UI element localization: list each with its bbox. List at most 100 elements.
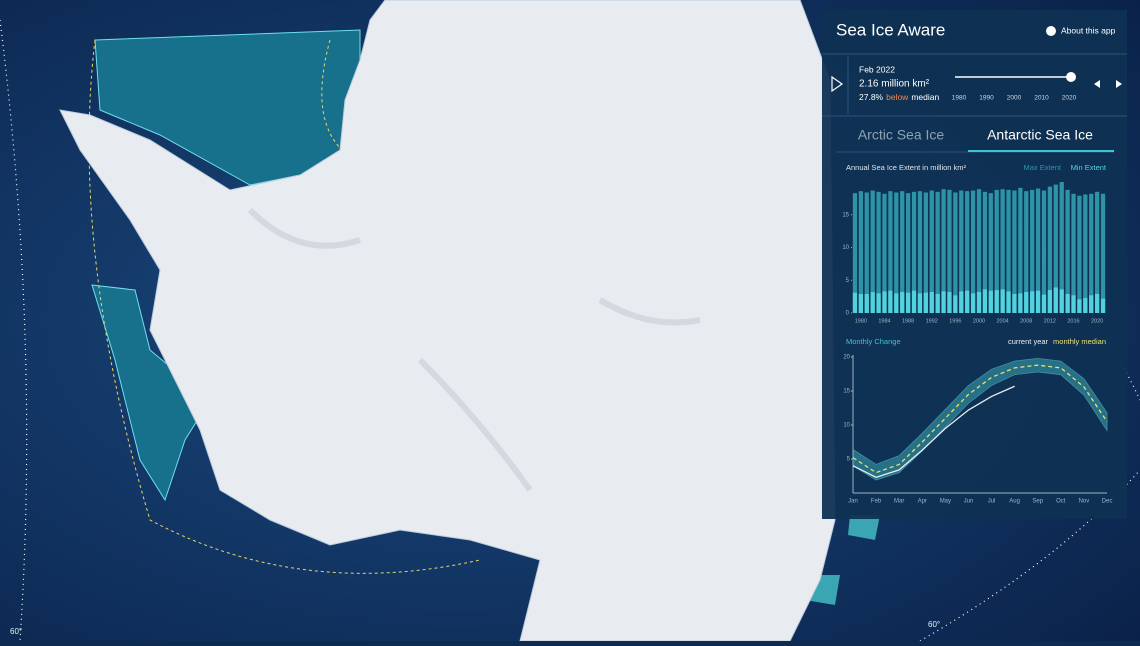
slider-tick-label: 2000 — [1007, 95, 1022, 102]
bar — [929, 292, 934, 313]
bar — [876, 293, 881, 313]
slider-tick-label: 1980 — [952, 95, 967, 102]
bar — [1077, 299, 1082, 313]
bar — [1053, 184, 1058, 313]
bar — [929, 190, 934, 313]
x-tick-label: 1984 — [878, 318, 890, 324]
x-tick-label: 1988 — [902, 318, 914, 324]
bar — [1089, 193, 1094, 313]
bar — [1012, 190, 1017, 313]
status-percent: 27.8% — [859, 92, 884, 102]
bar — [982, 289, 988, 313]
bar — [1047, 186, 1053, 313]
bar — [970, 293, 976, 313]
bar — [858, 191, 863, 313]
tab[interactable]: Arctic Sea Ice — [858, 127, 945, 143]
bar — [894, 192, 899, 313]
bar — [864, 294, 869, 313]
play-button[interactable] — [831, 75, 844, 93]
y-tick-label: 15 — [843, 389, 850, 395]
bar — [1041, 190, 1047, 313]
tab-active[interactable]: Antarctic Sea Ice — [987, 127, 1093, 143]
bar — [1095, 191, 1100, 313]
bar — [935, 191, 940, 313]
bar — [1077, 195, 1082, 313]
bar — [1024, 191, 1029, 313]
bar — [1059, 289, 1064, 313]
bar — [1065, 189, 1070, 313]
x-tick-label: Feb — [871, 499, 882, 505]
bar — [988, 290, 993, 313]
bar — [900, 191, 905, 313]
x-tick-label: 1992 — [926, 318, 938, 324]
bar — [923, 292, 928, 313]
x-tick-label: Mar — [894, 499, 904, 505]
bar — [905, 292, 911, 313]
bar — [905, 193, 911, 313]
x-tick-label: Jul — [988, 499, 996, 505]
bar — [982, 191, 988, 313]
bar — [1006, 189, 1011, 313]
bar — [882, 193, 887, 313]
bar — [923, 192, 928, 313]
legend-entry: Min Extent — [1071, 163, 1107, 172]
bar — [994, 189, 999, 313]
bar — [917, 191, 923, 313]
bar — [947, 292, 952, 313]
slider-tick-label: 1990 — [979, 95, 994, 102]
bar — [1071, 295, 1076, 313]
bar — [1024, 292, 1029, 313]
bar — [1000, 289, 1005, 313]
app-title: Sea Ice Aware — [836, 20, 945, 39]
bar — [888, 290, 893, 313]
bar — [970, 190, 976, 313]
map-label: 60° — [928, 620, 940, 629]
bar — [870, 190, 875, 313]
bar — [1071, 193, 1076, 313]
x-tick-label: 1996 — [949, 318, 961, 324]
bar — [858, 294, 863, 313]
bar — [965, 191, 970, 313]
x-tick-label: Aug — [1009, 499, 1020, 505]
next-button[interactable] — [1116, 80, 1122, 88]
status-line: 27.8% below median — [859, 92, 939, 102]
status-date: Feb 2022 — [859, 64, 895, 74]
bar — [1065, 294, 1070, 313]
bar — [1030, 291, 1035, 313]
bar — [1041, 294, 1047, 313]
bar — [941, 189, 946, 313]
series-line — [852, 385, 1015, 479]
bar — [1083, 194, 1088, 313]
bar — [876, 191, 881, 313]
x-tick-label: 2020 — [1091, 318, 1103, 324]
legend-entry: current year — [1008, 337, 1049, 346]
status-extent: 2.16 million km² — [859, 79, 930, 90]
slider-tick-label: 2010 — [1034, 95, 1049, 102]
x-tick-label: 2008 — [1020, 318, 1032, 324]
bar — [976, 292, 982, 313]
y-tick-label: 5 — [847, 457, 851, 463]
legend-entry: Max Extent — [1023, 163, 1061, 172]
prev-button[interactable] — [1094, 80, 1100, 88]
bar — [1100, 193, 1106, 313]
bar — [1047, 290, 1053, 313]
x-tick-label: 2016 — [1067, 318, 1079, 324]
bar — [1035, 290, 1041, 313]
x-tick-label: Apr — [918, 499, 927, 505]
bar — [852, 292, 858, 313]
bar — [1030, 189, 1035, 313]
x-tick-label: 2000 — [973, 318, 985, 324]
bar — [988, 193, 993, 313]
status-reference: median — [911, 92, 939, 102]
slider-tick-label: 2020 — [1062, 95, 1077, 102]
info-icon[interactable] — [1046, 26, 1056, 36]
about-link[interactable]: About this app — [1061, 25, 1116, 35]
bar — [965, 290, 970, 313]
bar — [911, 290, 917, 313]
bar — [941, 291, 946, 313]
x-tick-label: Jan — [848, 499, 858, 505]
bar — [976, 189, 982, 313]
slider-knob[interactable] — [1066, 72, 1076, 82]
x-tick-label: 1980 — [855, 318, 867, 324]
